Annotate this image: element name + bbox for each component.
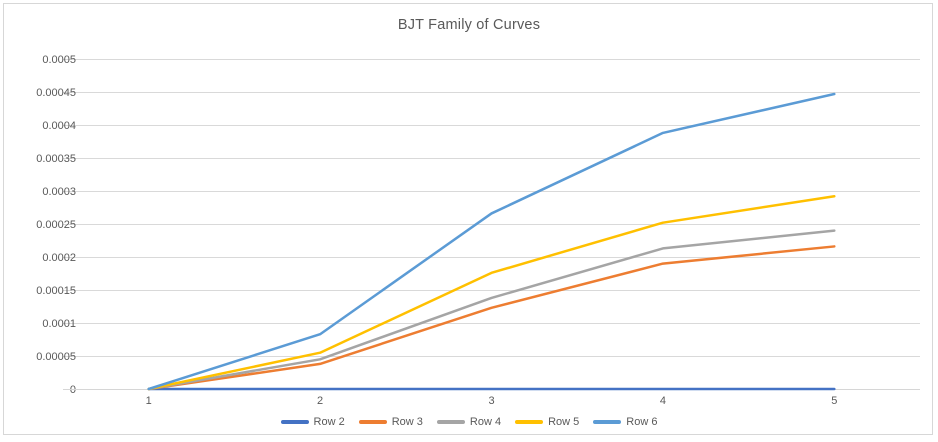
y-tick-label: 0.00015 [36,285,76,297]
legend-item-row-2[interactable]: Row 2 [280,416,345,428]
y-tick-label: 0.0002 [42,252,76,264]
series-line-row-6[interactable] [147,92,836,391]
legend-item-row-4[interactable]: Row 4 [436,416,502,428]
y-tick-label: 0.00005 [36,351,76,363]
legend-item-row-5[interactable]: Row 5 [515,416,579,428]
legend-swatch [593,420,622,424]
legend: Row 2 Row 3 Row 4 Row 5 Row 6 [0,416,938,428]
x-tick-label: 1 [146,395,152,407]
x-tick-label: 4 [660,395,666,407]
legend-swatch [358,420,387,424]
y-tick-label: 0.00025 [36,219,76,231]
series-line-row-3[interactable] [147,245,836,391]
x-tick-label: 5 [831,395,837,407]
legend-item-label: Row 3 [391,416,423,428]
y-tick-label: 0.0004 [42,120,76,132]
legend-item-row-6[interactable]: Row 6 [593,416,657,428]
y-tick-label: 0.00045 [36,87,76,99]
x-tick-label: 2 [317,395,323,407]
y-tick-label: 0.0003 [42,186,76,198]
legend-swatch [280,420,309,424]
chart-title: BJT Family of Curves [397,17,541,33]
legend-item-label: Row 6 [626,416,658,428]
y-tick-label: 0.00035 [36,153,76,165]
y-tick-label: 0.0005 [42,54,76,66]
legend-item-label: Row 5 [548,416,580,428]
series-line-row-4[interactable] [147,229,836,391]
legend-item-label: Row 2 [313,416,345,428]
series-line-row-5[interactable] [147,195,836,391]
legend-swatch [515,420,544,424]
legend-item-row-3[interactable]: Row 3 [358,416,423,428]
legend-swatch [436,420,465,424]
y-tick-label: 0.0001 [42,318,76,330]
x-tick-label: 3 [488,395,494,407]
legend-item-label: Row 4 [469,416,502,428]
